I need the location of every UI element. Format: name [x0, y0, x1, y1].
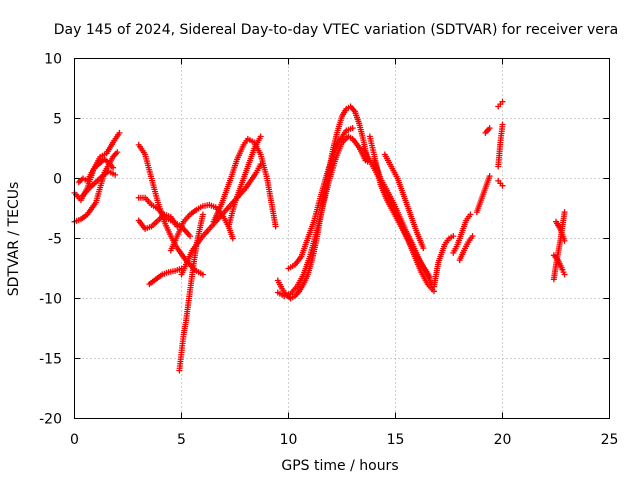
data-point [469, 233, 476, 240]
series-trace-4 [80, 168, 119, 199]
x-tick-label: 10 [280, 432, 298, 448]
tick-labels: 0 5 10 15 20 25 10 5 0 -5 -10 -15 -20 [39, 52, 618, 449]
x-tick-label: 5 [177, 432, 186, 448]
series-trace-30 [550, 252, 568, 278]
series-trace-25 [482, 125, 493, 136]
series-trace-16 [285, 125, 356, 272]
series-trace-21 [431, 233, 457, 290]
x-tick-label: 25 [601, 432, 619, 448]
series-trace-27 [495, 98, 506, 110]
series-trace-31 [553, 218, 568, 244]
data-point [499, 121, 506, 128]
data-point [272, 223, 279, 230]
x-axis-label: GPS time / hours [281, 458, 398, 474]
chart-title: Day 145 of 2024, Sidereal Day-to-day VTE… [54, 22, 618, 38]
data-point [114, 149, 121, 156]
x-tick-label: 20 [494, 432, 512, 448]
series-trace-20 [366, 133, 433, 280]
y-tick-label: -10 [39, 292, 62, 308]
series-trace-24 [473, 173, 493, 216]
data-point [349, 125, 356, 132]
series-trace-23 [456, 233, 476, 264]
y-tick-label: 10 [44, 52, 62, 68]
data-point [499, 98, 506, 105]
data-point [426, 273, 433, 280]
data-point [561, 271, 568, 278]
series-trace-9 [176, 211, 206, 374]
data-point [257, 161, 264, 168]
y-tick-label: 5 [53, 112, 62, 128]
data-point [229, 235, 236, 242]
data-marks [71, 98, 568, 374]
y-axis-label: SDTVAR / TECUs [6, 182, 22, 297]
data-point [486, 173, 493, 180]
series-trace-5 [135, 141, 206, 278]
data-point [561, 237, 568, 244]
plot-frame [74, 58, 610, 419]
data-point [116, 129, 123, 136]
data-point [110, 164, 117, 171]
y-tick-label: 0 [53, 172, 62, 188]
data-point [450, 233, 457, 240]
data-point [467, 211, 474, 218]
x-tick-label: 15 [387, 432, 405, 448]
series-trace-29 [550, 209, 568, 283]
data-point [199, 211, 206, 218]
series-trace-13 [225, 133, 264, 230]
data-point [420, 245, 427, 252]
data-point [199, 271, 206, 278]
series-trace-7 [135, 194, 194, 240]
y-tick-label: -5 [48, 232, 62, 248]
data-point [187, 233, 194, 240]
series-trace-26 [495, 121, 506, 170]
data-point [257, 133, 264, 140]
data-point [112, 171, 119, 178]
series-trace-3 [75, 156, 117, 186]
data-point [499, 182, 506, 189]
series-trace-15 [274, 133, 369, 300]
y-tick-label: -20 [39, 412, 62, 428]
data-point [561, 209, 568, 216]
series-trace-8 [146, 265, 185, 288]
x-tick-label: 0 [70, 432, 79, 448]
y-tick-label: -15 [39, 352, 62, 368]
series-trace-22 [450, 211, 474, 256]
data-point [486, 125, 493, 132]
series-trace-19 [381, 151, 427, 252]
series-trace-28 [495, 177, 506, 189]
